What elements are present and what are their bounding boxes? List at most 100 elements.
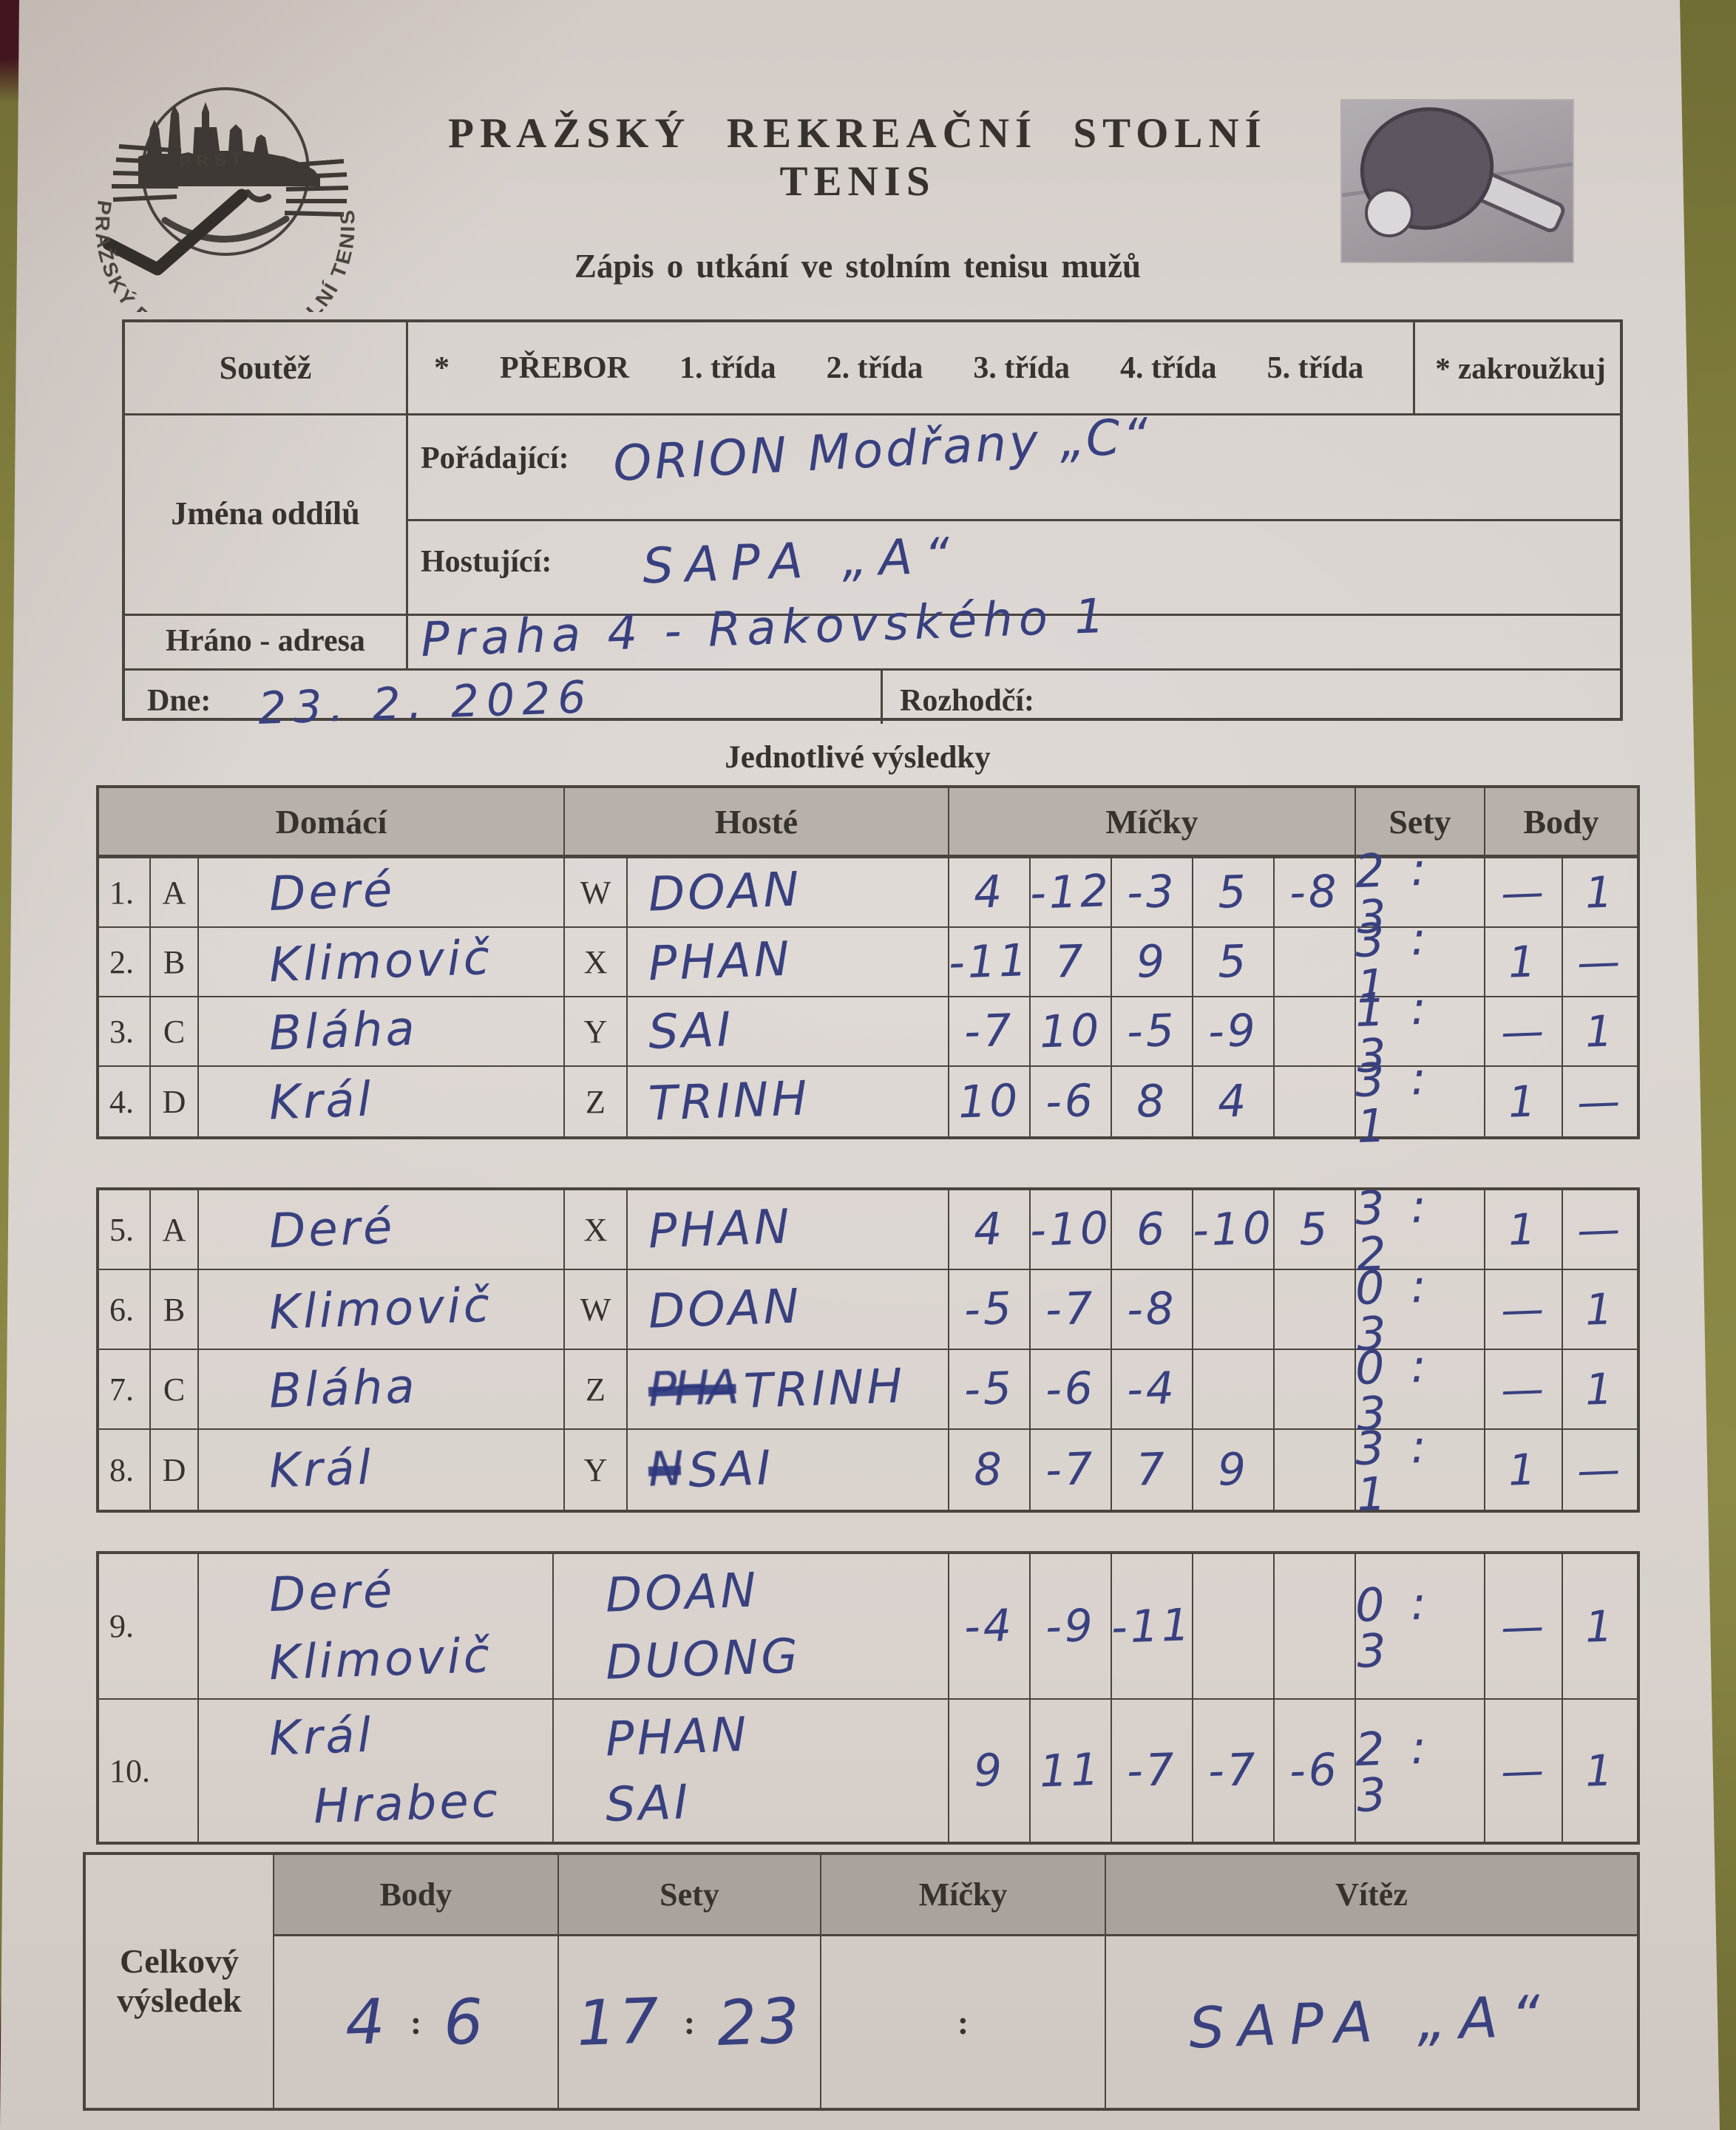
micky-cell: -7 [1031,1270,1112,1350]
row-number: 1. [99,858,151,928]
competition-option-5trida: 5. třída [1267,350,1364,385]
micky-cell: -5 [1112,997,1193,1067]
micky-cell: 5 [1193,928,1275,997]
micky-cell: -8 [1112,1270,1193,1350]
micky-cell: 10 [1031,997,1112,1067]
competition-option-3trida: 3. třída [973,350,1070,385]
celkovy-line1: Celkový [120,1942,239,1981]
home-player: Bláha [199,1350,565,1430]
micky-cell [1275,928,1356,997]
home-letter: C [151,1350,199,1430]
body-home-total: 4 [344,1985,390,2059]
info-col-divider-left [406,322,408,668]
guest-pair: PHAN SAI [554,1700,949,1842]
home-player: Král [199,1067,565,1136]
body-home-cell: 1 [1485,1067,1563,1136]
summary-body-score: 4 : 6 [274,1936,559,2108]
body-home-cell: — [1485,997,1563,1067]
col-header-micky: Míčky [949,788,1356,858]
body-home-cell: 1 [1485,928,1563,997]
micky-cell: -6 [1031,1067,1112,1136]
micky-cell: 4 [949,858,1031,928]
ping-pong-ball [1365,189,1414,237]
guest-letter: Y [565,997,628,1067]
body-guest-cell: 1 [1584,1745,1616,1797]
info-row-divider-4 [125,668,1620,671]
guest-player: TRINH [628,1067,949,1136]
body-guest-cell: — [1576,1075,1624,1128]
micky-cell: 7 [1031,928,1112,997]
logo-speed-lines-right [282,159,349,217]
body-guest-cell: — [1563,1190,1637,1270]
micky-cell: 5 [1193,858,1275,928]
jmena-oddilu-label: Jména oddílů [171,495,360,532]
micky-cell: 8 [1112,1067,1193,1136]
col-header-hoste: Hosté [565,788,949,858]
home-player: Deré [199,858,565,928]
hostujici-label: Hostující: [421,545,552,579]
body-guest-cell: 1 [1563,997,1637,1067]
poradajici-label: Pořádající: [421,441,569,475]
row-number: 10. [99,1700,199,1842]
micky-cell: 4 [949,1190,1031,1270]
logo-check-mark [102,189,248,276]
form-subtitle: Zápis o utkání ve stolním tenisu mužů [574,248,1142,285]
prst-logo-graphic: PRST PRAŽSKÝ REKREAČNÍ STOLNÍ TENIS [91,87,357,360]
competition-options: * PŘEBOR 1. třída 2. třída 3. třída 4. t… [407,322,1413,413]
hostujici-value: SAPA „A“ [641,526,963,595]
home-player: Klimovič [199,928,565,997]
asterisk-mark: * [434,350,450,385]
competition-option-prebor: PŘEBOR [500,350,630,385]
home-player: Deré [199,1190,565,1270]
guest-letter: W [565,1270,628,1350]
micky-cell: -8 [1275,858,1356,928]
body-colon: : [410,2003,422,2041]
logo-speed-lines-left [112,144,182,202]
micky-cell: -10 [1192,1190,1275,1270]
micky-cell: -6 [1275,1700,1356,1842]
micky-cell: -12 [1029,858,1112,928]
guest-player: DOAN [628,858,949,928]
body-guest-cell: 1 [1563,1554,1637,1700]
results-table-2: 5. A Deré X PHAN 4 -10 6 -10 5 3 : 2 1 —… [96,1178,1640,1522]
body-guest-total: 6 [442,1985,488,2059]
section-title: Jednotlivé výsledky [725,740,991,775]
dne-value: 23. 2. 2026 [257,671,594,735]
logo-abbr-text: PRST [179,149,248,173]
micky-cell: 10 [949,1067,1031,1136]
home-pair: Král Hrabec [199,1700,554,1842]
guest-letter: W [565,858,628,928]
info-row-divider-2 [406,519,1623,521]
guest-letter: Y [565,1430,628,1510]
micky-cell: -9 [1031,1554,1112,1700]
micky-cell: -9 [1193,997,1275,1067]
prst-logo: PRST PRAŽSKÝ REKREAČNÍ STOLNÍ TENIS [70,83,381,360]
micky-cell: -4 [1112,1350,1193,1430]
poradajici-value: ORION Modřany „C“ [611,407,1153,493]
micky-cell: 9 [1112,928,1193,997]
guest-player: PHA TRINH [628,1350,949,1430]
micky-cell: 9 [949,1700,1031,1842]
hrano-adresa-label: Hráno - adresa [166,624,365,658]
guest-player: PHAN [628,1190,949,1270]
guest-player: DOAN [628,1270,949,1350]
micky-cell: -11 [1111,1554,1193,1700]
row-number: 3. [99,997,151,1067]
micky-cell: 9 [1193,1430,1275,1510]
row-number: 6. [99,1270,151,1350]
micky-cell: 11 [1031,1700,1112,1842]
celkovy-line2: výsledek [117,1981,242,2019]
micky-cell: 6 [1112,1190,1193,1270]
micky-cell: 7 [1112,1430,1193,1510]
guest-player: N SAI [628,1430,949,1510]
summary-winner: SAPA „A“ [1106,1936,1637,2108]
sety-colon: : [683,2003,696,2041]
row-number: 5. [99,1190,151,1270]
body-home-cell: — [1485,858,1563,928]
micky-cell: -11 [948,928,1031,997]
competition-option-1trida: 1. třída [679,350,776,385]
body-home-cell: — [1485,1270,1563,1350]
col-header-sety: Sety [1356,788,1485,858]
guest-letter: Z [565,1067,628,1136]
